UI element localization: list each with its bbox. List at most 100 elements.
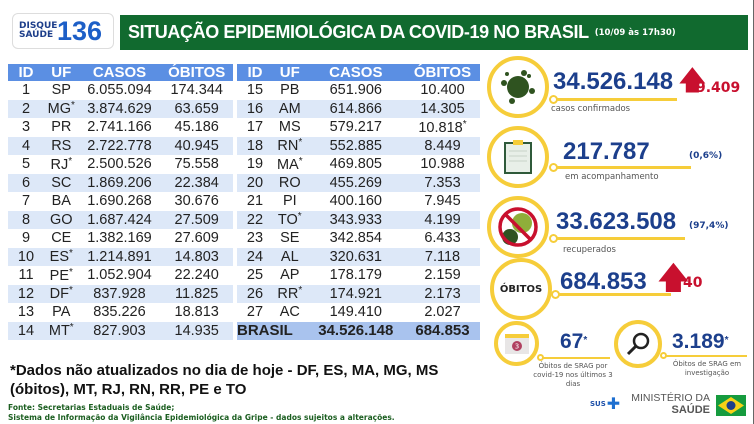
deaths-cell: 10.988 bbox=[405, 155, 480, 174]
deaths-cell: 10.400 bbox=[405, 81, 480, 100]
uf-cell: RO bbox=[273, 173, 307, 192]
deaths-value: 40.945 bbox=[174, 137, 219, 154]
uf-cell: RN* bbox=[273, 136, 307, 155]
uf-value: ES bbox=[49, 249, 69, 266]
id-cell: 23 bbox=[237, 229, 273, 248]
total-row: BRASIL 34.526.148 684.853 bbox=[237, 321, 480, 340]
uf-cell: BA bbox=[44, 192, 79, 211]
brazil-flag-icon bbox=[716, 395, 746, 416]
table-row: 21 PI 400.160 7.945 bbox=[237, 192, 480, 211]
sus-text: SUS bbox=[590, 400, 606, 408]
deaths-cell: 22.240 bbox=[160, 266, 233, 285]
deaths-value: 10.818 bbox=[418, 119, 463, 136]
arrow-up-icon: 🡅 bbox=[658, 261, 689, 296]
uf-cell: RR* bbox=[273, 284, 307, 303]
id-value: 21 bbox=[246, 193, 264, 210]
cases-value: 174.921 bbox=[329, 285, 382, 302]
id-value: 23 bbox=[246, 230, 264, 247]
uf-cell: CE bbox=[44, 229, 79, 248]
column-header: ID bbox=[237, 64, 273, 81]
cases-cell: 2.741.166 bbox=[79, 118, 161, 137]
table-row: 22 TO* 343.933 4.199 bbox=[237, 210, 480, 229]
id-value: 12 bbox=[17, 285, 35, 302]
deaths-cell: 174.344 bbox=[160, 81, 233, 100]
id-value: 5 bbox=[21, 156, 31, 173]
deaths-cell: 27.609 bbox=[160, 229, 233, 248]
cases-cell: 1.687.424 bbox=[78, 210, 161, 229]
footnote: *Dados não atualizados no dia de hoje - … bbox=[10, 361, 480, 399]
monitoring-value: 217.787 bbox=[563, 138, 650, 165]
srag-recent-value: 67* bbox=[560, 330, 587, 354]
uf-cell: RS bbox=[44, 136, 79, 155]
states-table-right: ID UF CASOS ÓBITOS 15 PB 651.906 10.400 16 AM 614.… bbox=[237, 64, 480, 340]
id-cell: 5 bbox=[8, 155, 44, 174]
deaths-value: 7.353 bbox=[424, 174, 461, 191]
cases-cell: 6.055.094 bbox=[79, 81, 161, 100]
uf-cell: AC bbox=[273, 303, 307, 322]
cases-cell: 174.921 bbox=[306, 284, 405, 303]
id-cell: 9 bbox=[8, 229, 44, 248]
uf-value: RR bbox=[277, 286, 299, 303]
not-updated-asterisk: * bbox=[69, 248, 73, 260]
cases-value: 400.160 bbox=[329, 193, 382, 210]
srag-recent-label: Óbitos de SRAG por covid-19 nos últimos … bbox=[533, 362, 613, 388]
ministry-line2: SAÚDE bbox=[671, 404, 710, 416]
cases-cell: 149.410 bbox=[307, 303, 405, 322]
cases-value: 149.410 bbox=[329, 304, 382, 321]
deaths-value: 18.813 bbox=[174, 304, 219, 321]
calendar-number: 3 bbox=[514, 342, 518, 350]
cases-value: 469.805 bbox=[329, 156, 382, 173]
logo-bottom-text: SAÚDE bbox=[19, 30, 54, 40]
id-cell: 16 bbox=[237, 99, 273, 118]
uf-cell: MG* bbox=[44, 99, 79, 118]
cases-cell: 827.903 bbox=[78, 321, 161, 340]
uf-value: RS bbox=[51, 137, 72, 154]
cases-value: 320.631 bbox=[329, 248, 382, 265]
deaths-value: 14.803 bbox=[174, 248, 219, 265]
id-value: 17 bbox=[246, 119, 264, 136]
deaths-cell: 30.676 bbox=[160, 192, 233, 211]
confirmed-cases-value: 34.526.148 bbox=[553, 68, 674, 95]
table-row: 10 ES* 1.214.891 14.803 bbox=[8, 247, 233, 266]
deaths-cell: 18.813 bbox=[160, 303, 233, 322]
deaths-cell: 2.173 bbox=[404, 284, 480, 303]
id-value: 10 bbox=[17, 248, 35, 265]
id-cell: 1 bbox=[8, 81, 44, 100]
table-header-row: ID UF CASOS ÓBITOS bbox=[8, 64, 233, 81]
id-cell: 21 bbox=[237, 192, 273, 211]
disque-saude-logo: DISQUE SAÚDE 136 bbox=[12, 13, 114, 49]
cases-value: 342.854 bbox=[329, 230, 382, 247]
cases-cell: 3.874.629 bbox=[78, 99, 161, 118]
uf-value: AC bbox=[279, 304, 300, 321]
table-header-row: ID UF CASOS ÓBITOS bbox=[237, 64, 480, 81]
total-label: BRASIL bbox=[237, 321, 307, 340]
deaths-value: 2.173 bbox=[424, 285, 461, 302]
table-row: 14 MT* 827.903 14.935 bbox=[8, 321, 233, 340]
table-row: 6 SC 1.869.206 22.384 bbox=[8, 173, 233, 192]
id-value: 22 bbox=[246, 211, 264, 228]
cases-cell: 2.500.526 bbox=[79, 155, 161, 174]
id-cell: 25 bbox=[237, 266, 273, 285]
deaths-cell: 4.199 bbox=[404, 210, 480, 229]
srag-investigation-value: 3.189* bbox=[672, 330, 728, 354]
update-date: (10/09 às 17h30) bbox=[594, 27, 676, 38]
deaths-value: 14.935 bbox=[174, 322, 219, 339]
uf-value: MA bbox=[276, 156, 299, 173]
cases-cell: 455.269 bbox=[306, 173, 405, 192]
not-updated-asterisk: * bbox=[69, 322, 74, 334]
uf-value: SE bbox=[280, 230, 300, 247]
deaths-cell: 7.118 bbox=[404, 247, 480, 266]
column-header: UF bbox=[273, 64, 307, 81]
id-cell: 26 bbox=[237, 284, 273, 303]
total-deaths: 684.853 bbox=[404, 321, 480, 340]
deaths-cell: 14.305 bbox=[404, 99, 480, 118]
cases-cell: 342.854 bbox=[307, 229, 405, 248]
id-cell: 13 bbox=[8, 303, 44, 322]
deaths-cell: 7.945 bbox=[405, 192, 480, 211]
uf-value: MT bbox=[48, 323, 70, 340]
table-row: 18 RN* 552.885 8.449 bbox=[237, 136, 480, 155]
ministry-logo: MINISTÉRIO DA SAÚDE bbox=[622, 392, 710, 416]
id-value: 25 bbox=[246, 267, 264, 284]
cases-cell: 320.631 bbox=[306, 247, 405, 266]
deaths-cell: 6.433 bbox=[405, 229, 480, 248]
